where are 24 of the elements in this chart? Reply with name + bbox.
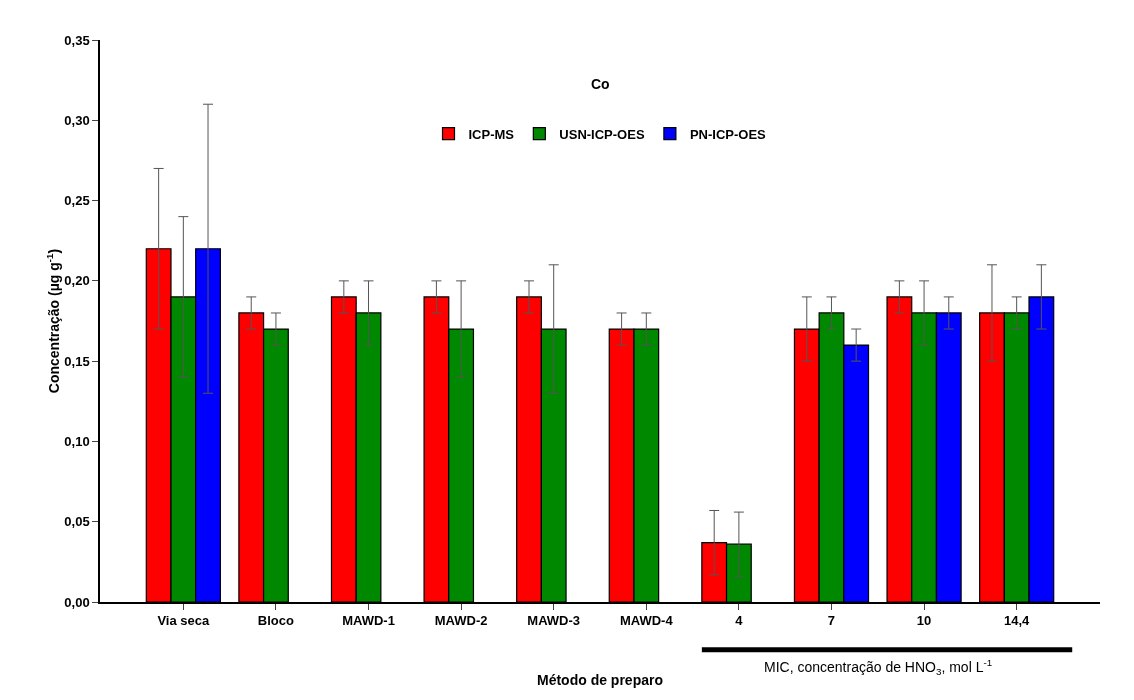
y-tick-label: 0,15 — [64, 353, 90, 369]
y-tick-label: 0,05 — [64, 514, 90, 530]
legend-label: ICP-MS — [468, 126, 515, 142]
x-axis-title: Método de preparo — [536, 672, 664, 689]
y-tick-label: 0,35 — [64, 32, 90, 48]
x-tick-label: MAWD-4 — [619, 613, 674, 629]
y-tick-label: 0,20 — [64, 273, 90, 289]
x-tick-label: MAWD-1 — [342, 613, 395, 629]
x-tick-label: 4 — [735, 613, 744, 629]
legend-label: PN-ICP-OES — [689, 126, 767, 142]
x-tick-label: MAWD-2 — [434, 613, 488, 629]
x-tick-label: MAWD-3 — [527, 613, 581, 629]
y-tick-label: 0,30 — [64, 112, 90, 128]
text: MIC, concentração de HNO$_{3}$, mol L$^{-1}$ — [764, 657, 993, 677]
y-tick-label: 0,25 — [64, 193, 90, 209]
x-tick-label: 7 — [827, 613, 836, 629]
x-tick-label: Bloco — [257, 613, 295, 629]
y-tick-label: 0,00 — [64, 594, 90, 610]
x-tick-label: 14,4 — [1004, 613, 1031, 629]
y-tick-label: 0,10 — [64, 433, 90, 449]
legend-label: USN-ICP-OES — [559, 126, 645, 142]
x-tick-label: Via seca — [157, 613, 210, 629]
x-tick-label: 10 — [916, 613, 932, 629]
text: Co — [591, 76, 610, 92]
